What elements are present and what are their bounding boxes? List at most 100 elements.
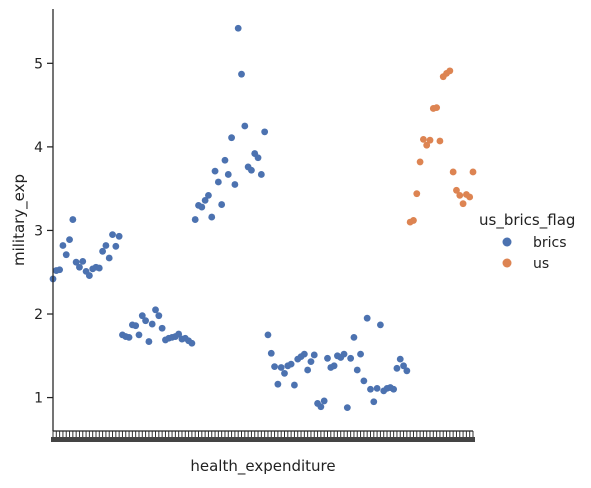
data-point-brics [363, 314, 371, 322]
data-point-brics [69, 216, 77, 223]
data-point-brics [307, 358, 315, 366]
data-point-brics [105, 254, 113, 262]
data-point-brics [347, 354, 355, 362]
data-point-brics [400, 362, 407, 370]
data-point-us [416, 158, 424, 166]
data-point-brics [198, 203, 206, 211]
y-tick-label: 3 [34, 223, 43, 239]
data-point-us [413, 190, 421, 198]
data-point-brics [357, 350, 364, 358]
data-point-brics [99, 247, 107, 255]
data-point-brics [241, 122, 249, 130]
legend-marker-us [502, 258, 512, 268]
data-point-brics [59, 242, 67, 249]
legend-label-brics: brics [533, 235, 567, 251]
data-point-brics [287, 360, 295, 368]
data-point-brics [317, 403, 325, 411]
data-point-brics [254, 154, 262, 162]
data-point-brics [377, 321, 384, 329]
data-point-us [459, 200, 467, 208]
y-tick-label: 1 [34, 391, 43, 407]
data-point-us [433, 104, 441, 112]
data-points [49, 24, 477, 412]
data-point-brics [231, 181, 239, 188]
legend-label-us: us [533, 256, 549, 272]
data-point-brics [158, 324, 166, 332]
data-point-brics [353, 366, 361, 374]
data-point-brics [66, 236, 73, 244]
data-point-brics [72, 258, 80, 266]
data-point-brics [56, 266, 64, 274]
legend: us_brics_flag brics us [479, 211, 575, 272]
data-point-brics [228, 134, 235, 142]
data-point-brics [115, 232, 123, 240]
y-axis: 1 2 3 4 5 [34, 56, 53, 407]
data-point-brics [145, 338, 153, 345]
data-point-brics [238, 70, 245, 78]
data-point-brics [224, 171, 232, 178]
data-point-brics [373, 384, 381, 392]
data-point-brics [367, 385, 374, 393]
data-point-brics [310, 351, 318, 359]
data-point-brics [142, 317, 149, 325]
data-point-brics [95, 264, 103, 272]
data-point-us [466, 193, 474, 201]
data-point-brics [396, 355, 404, 363]
data-point-brics [62, 251, 70, 259]
data-point-brics [274, 380, 282, 388]
data-point-brics [205, 191, 212, 199]
data-point-brics [271, 363, 278, 371]
y-tick-label: 2 [34, 307, 43, 323]
data-point-us [446, 67, 454, 75]
data-point-brics [403, 367, 411, 375]
data-point-us [453, 186, 460, 194]
data-point-brics [234, 24, 242, 32]
data-point-brics [218, 201, 226, 208]
data-point-us [436, 137, 444, 145]
data-point-brics [320, 397, 328, 405]
data-point-brics [152, 306, 159, 314]
data-point-brics [264, 331, 272, 339]
data-point-brics [281, 369, 288, 377]
data-point-brics [155, 312, 163, 320]
y-tick-label: 5 [34, 56, 43, 72]
data-point-us [410, 217, 417, 224]
data-point-brics [343, 404, 351, 412]
x-axis-ticks [51, 431, 475, 442]
data-point-brics [248, 166, 255, 174]
x-axis-label: health_expenditure [190, 457, 335, 476]
data-point-brics [112, 242, 120, 250]
data-point-us [419, 135, 427, 143]
data-point-brics [148, 320, 156, 328]
data-point-brics [102, 242, 110, 249]
data-point-brics [304, 366, 312, 374]
data-point-brics [211, 167, 219, 175]
legend-marker-brics [502, 237, 512, 247]
data-point-us [423, 141, 431, 149]
legend-title: us_brics_flag [479, 211, 575, 230]
data-point-us [469, 168, 477, 176]
data-point-brics [138, 312, 146, 320]
data-point-brics [201, 196, 209, 204]
data-point-brics [393, 364, 401, 372]
data-point-brics [221, 156, 229, 164]
data-point-brics [109, 231, 116, 239]
data-point-brics [85, 272, 93, 279]
data-point-brics [257, 171, 265, 178]
data-point-brics [277, 364, 285, 371]
data-point-brics [370, 398, 378, 406]
data-point-brics [76, 263, 83, 271]
data-point-brics [291, 381, 298, 389]
data-point-brics [135, 331, 143, 339]
data-point-brics [267, 349, 275, 357]
data-point-brics [79, 257, 87, 265]
data-point-brics [360, 377, 368, 385]
data-point-brics [214, 178, 222, 186]
data-point-brics [191, 216, 199, 223]
data-point-us [426, 136, 434, 144]
y-tick-label: 4 [34, 140, 43, 156]
data-point-brics [330, 362, 338, 370]
data-point-brics [350, 334, 358, 341]
